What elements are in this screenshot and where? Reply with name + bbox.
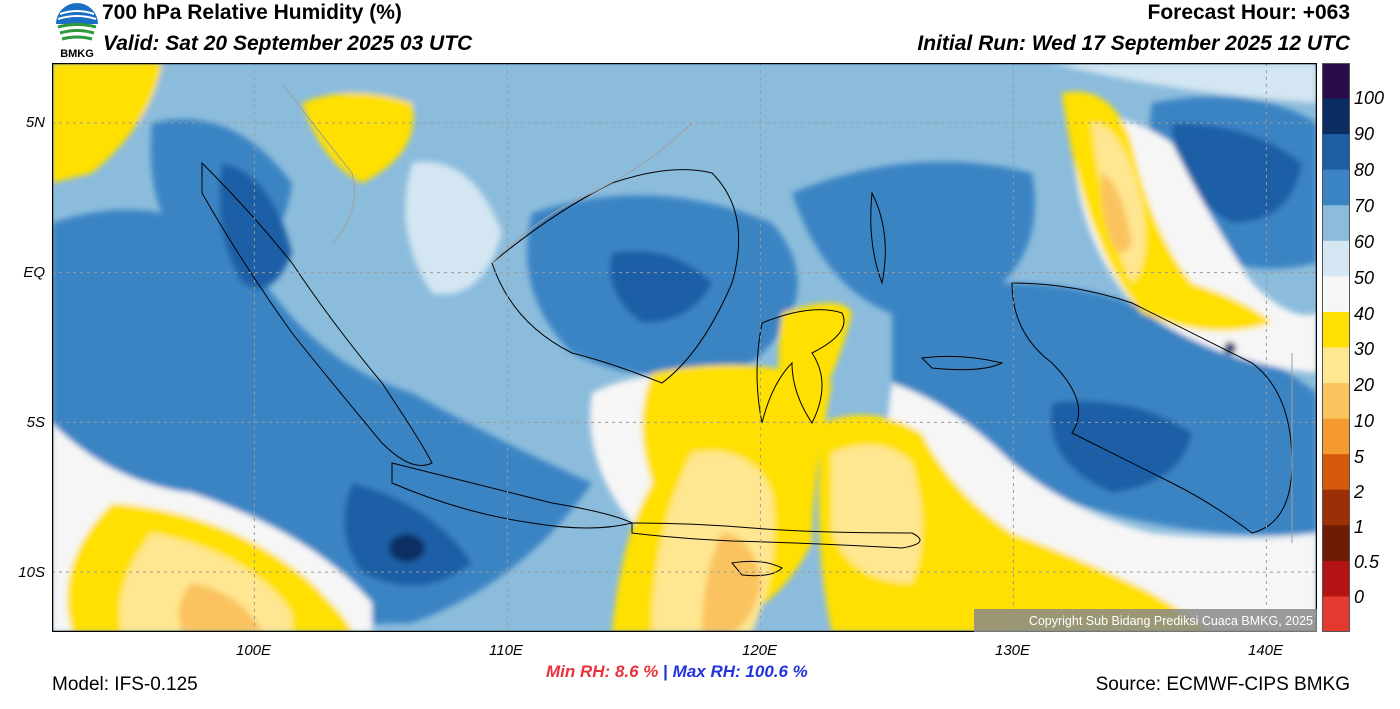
bmkg-logo-icon: BMKG <box>56 3 98 60</box>
sumba-coastline <box>731 560 783 577</box>
colorbar-swatch <box>1322 98 1350 135</box>
colorbar-label-50: 50 <box>1354 268 1375 288</box>
colorbar-label-80: 80 <box>1354 160 1375 180</box>
model-label: Model: IFS-0.125 <box>52 674 198 695</box>
colorbar-label-30: 30 <box>1354 339 1375 359</box>
max-rh-value: 100.6 % <box>745 662 808 681</box>
new-guinea-coastline <box>1011 282 1293 534</box>
logo-text: BMKG <box>60 48 94 60</box>
colorbar-label-60: 60 <box>1354 232 1375 252</box>
lat-label-5s: 5S <box>26 414 45 431</box>
rh-80-90-region <box>610 251 712 323</box>
rh-90-100-region <box>389 534 425 562</box>
colorbar-label-90: 90 <box>1354 124 1375 144</box>
lon-label-120e: 120E <box>742 642 778 659</box>
colorbar-label-1: 1 <box>1354 517 1365 537</box>
colorbar-label-20: 20 <box>1354 375 1375 395</box>
rh-70-80-region <box>792 161 1035 323</box>
rh-20-30-region <box>120 533 292 632</box>
colorbar-label-2: 2 <box>1354 482 1365 502</box>
colorbar-swatch <box>1322 525 1350 562</box>
rh-80-90-region <box>1050 401 1192 493</box>
rh-10-20-region <box>1100 173 1132 253</box>
border-lines <box>281 82 1293 543</box>
borneo-north-border <box>491 122 693 264</box>
lat-label-5n: 5N <box>25 114 45 131</box>
valid-time: Valid: Sat 20 September 2025 03 UTC <box>103 32 473 55</box>
graticule <box>52 63 1317 632</box>
sumatra-coastline <box>201 161 433 466</box>
lon-label-100e: 100E <box>236 642 272 659</box>
map-frame <box>52 63 1317 632</box>
colorbar-swatch <box>1322 311 1350 348</box>
rh-50-60-region <box>405 161 502 295</box>
colorbar-swatch <box>1322 560 1350 597</box>
colorbar-swatch <box>1322 418 1350 455</box>
rh-10-20-region <box>178 583 262 632</box>
colorbar-label-40: 40 <box>1354 304 1375 324</box>
colorbar-swatch <box>1322 169 1350 206</box>
colorbar-swatch <box>1322 205 1350 242</box>
copyright-box <box>974 609 1317 632</box>
rh-30-40-region <box>818 415 1212 632</box>
copyright-text: Copyright Sub Bidang Prediksi Cuaca BMKG… <box>1029 614 1313 628</box>
colorbar-swatch <box>1322 240 1350 277</box>
rh-30-40-region <box>52 63 162 183</box>
halmahera-coastline <box>870 191 886 285</box>
colorbar-label-100: 100 <box>1354 88 1385 108</box>
colorbar-swatch <box>1322 454 1350 491</box>
lat-label-10s: 10S <box>18 564 45 581</box>
min-rh-label: Min RH: <box>546 662 611 681</box>
colorbar-label-5: 5 <box>1354 447 1365 467</box>
lon-label-130e: 130E <box>995 642 1031 659</box>
rh-10-20-region <box>702 533 762 632</box>
colorbar-swatch <box>1322 489 1350 526</box>
colorbar-frame <box>1322 63 1350 632</box>
rh-20-30-region <box>832 445 922 583</box>
colorbar-swatch <box>1322 276 1350 313</box>
seram-coastline <box>920 355 1004 371</box>
rh-80-90-region <box>1172 123 1302 223</box>
rh-30-40-region <box>778 303 852 443</box>
map-title: 700 hPa Relative Humidity (%) <box>102 1 402 24</box>
lat-label-eq: EQ <box>23 264 45 281</box>
relative-humidity-map: Copyright Sub Bidang Prediksi Cuaca BMKG… <box>52 63 1317 632</box>
max-rh-label: Max RH: <box>672 662 741 681</box>
colorbar-label-0-5: 0.5 <box>1354 552 1380 572</box>
initial-run: Initial Run: Wed 17 September 2025 12 UT… <box>917 32 1350 55</box>
rh-30-40-region <box>302 93 414 183</box>
rh-60-70-region <box>52 63 612 163</box>
rh-stats: Min RH: 8.6 % | Max RH: 100.6 % <box>546 662 808 682</box>
min-rh-value: 8.6 % <box>614 662 659 681</box>
colorbar-label-10: 10 <box>1354 411 1375 431</box>
stats-separator: | <box>663 662 668 681</box>
rh-80-90-region <box>219 163 292 289</box>
rh-colorbar <box>1322 63 1350 632</box>
colorbar-label-70: 70 <box>1354 196 1375 216</box>
colorbar-swatch <box>1322 347 1350 384</box>
lesser-sunda-coastline <box>631 522 921 549</box>
forecast-hour: Forecast Hour: +063 <box>1147 1 1351 24</box>
colorbar-swatch <box>1322 134 1350 171</box>
colorbar-swatch <box>1322 63 1350 100</box>
sulawesi-coastline <box>756 309 845 424</box>
malay-peninsula-border <box>281 82 355 244</box>
source-label: Source: ECMWF-CIPS BMKG <box>1095 674 1350 695</box>
lon-label-140e: 140E <box>1248 642 1284 659</box>
lon-label-110e: 110E <box>489 642 523 659</box>
rh-50-60-region <box>1052 63 1317 103</box>
colorbar-label-0: 0 <box>1354 587 1365 607</box>
colorbar-swatch <box>1322 383 1350 420</box>
colorbar-swatch <box>1322 596 1350 632</box>
